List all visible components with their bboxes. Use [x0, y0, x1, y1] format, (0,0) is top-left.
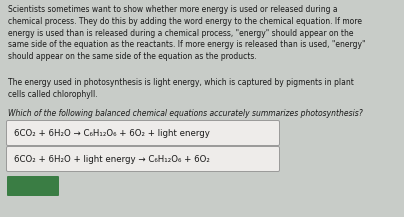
Text: Scientists sometimes want to show whether more energy is used or released during: Scientists sometimes want to show whethe… — [8, 5, 366, 61]
FancyBboxPatch shape — [6, 120, 280, 146]
Text: 6CO₂ + 6H₂O → C₆H₁₂O₆ + 6O₂ + light energy: 6CO₂ + 6H₂O → C₆H₁₂O₆ + 6O₂ + light ener… — [14, 128, 210, 138]
Text: Which of the following balanced chemical equations accurately summarizes photosy: Which of the following balanced chemical… — [8, 109, 363, 118]
Text: The energy used in photosynthesis is light energy, which is captured by pigments: The energy used in photosynthesis is lig… — [8, 78, 354, 99]
FancyBboxPatch shape — [6, 146, 280, 171]
Text: 6CO₂ + 6H₂O + light energy → C₆H₁₂O₆ + 6O₂: 6CO₂ + 6H₂O + light energy → C₆H₁₂O₆ + 6… — [14, 155, 210, 163]
FancyBboxPatch shape — [7, 176, 59, 196]
